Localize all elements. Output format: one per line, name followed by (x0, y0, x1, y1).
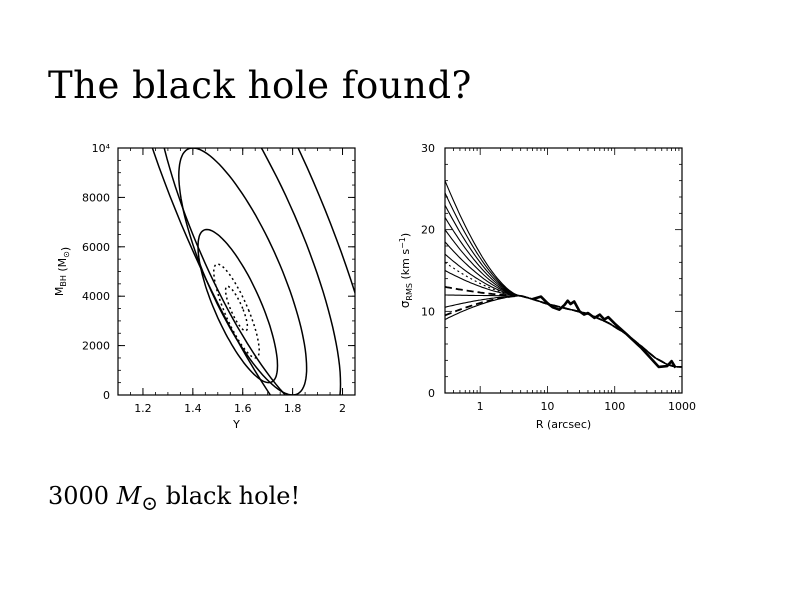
x-tick-label: 2 (339, 402, 346, 415)
y-axis-label-part: ) (399, 233, 412, 237)
model-curve (445, 192, 682, 368)
y-tick-label: 30 (421, 142, 435, 155)
x-tick-label: 1.8 (284, 402, 302, 415)
y-tick-label: 20 (421, 224, 435, 237)
y-axis-label-part: ) (59, 247, 72, 251)
y-axis-label-part: BH (59, 275, 68, 287)
model-curve (445, 295, 682, 368)
contour-line (178, 148, 308, 395)
contour-line (151, 148, 355, 395)
caption-mass-symbol: M (116, 482, 142, 510)
contour-chart: 1.2 1.4 1.6 1.8 2 0 2000 4000 6000 8000 10⁴ Υ MBH (M… (53, 142, 356, 431)
series-group (445, 180, 682, 369)
caption-rest: black hole! (165, 482, 301, 510)
model-curve (445, 229, 682, 368)
caption-number: 3000 (48, 482, 110, 510)
y-axis-label: σRMS (km s−1) (398, 233, 414, 308)
contour-group (151, 148, 355, 395)
observed-data-line (532, 295, 677, 369)
y-axis-label-part: M (53, 287, 66, 297)
dispersion-profile-chart: 1 10 100 1000 0 10 20 30 R (arcsec) σRMS (km s−1) (398, 142, 696, 431)
model-curve (445, 261, 682, 368)
caption-sun-symbol: ⊙ (141, 490, 159, 515)
y-axis-label-part: RMS (405, 283, 414, 301)
y-tick-label: 2000 (82, 340, 110, 353)
x-tick-label: 1.6 (234, 402, 252, 415)
y-tick-label: 0 (428, 387, 435, 400)
x-tick-label: 1.4 (184, 402, 202, 415)
x-tick-label: 10 (540, 400, 554, 413)
y-tick-label: 0 (103, 389, 110, 402)
y-tick-label: 10 (421, 305, 435, 318)
model-curve (445, 180, 682, 368)
y-tick-label: 4000 (82, 290, 110, 303)
y-axis-label: MBH (M⊙) (53, 247, 72, 296)
x-tick-label: 100 (604, 400, 625, 413)
slide-caption: 3000 M⊙ black hole! (48, 482, 300, 515)
y-tick-label: 10⁴ (92, 142, 111, 155)
x-tick-label: 1.2 (134, 402, 152, 415)
x-tick-label: 1 (477, 400, 484, 413)
y-axis-label-part: ⊙ (62, 251, 71, 258)
y-axis-label-part: σ (398, 300, 412, 308)
plot-frame (444, 147, 683, 394)
contour-line (213, 263, 260, 359)
y-tick-label: 8000 (82, 191, 110, 204)
y-tick-label: 6000 (82, 241, 110, 254)
y-axis-label-part: −1 (398, 237, 407, 249)
x-tick-label: 1000 (668, 400, 696, 413)
contour-line (224, 285, 249, 332)
y-axis-label-part: (M (56, 258, 69, 275)
x-axis-label: R (arcsec) (536, 418, 591, 431)
y-axis-label-part: (km s (399, 249, 412, 283)
contour-line (197, 228, 279, 384)
slide-title: The black hole found? (48, 64, 472, 107)
contour-line (163, 148, 342, 395)
x-axis-label: Υ (232, 418, 240, 431)
